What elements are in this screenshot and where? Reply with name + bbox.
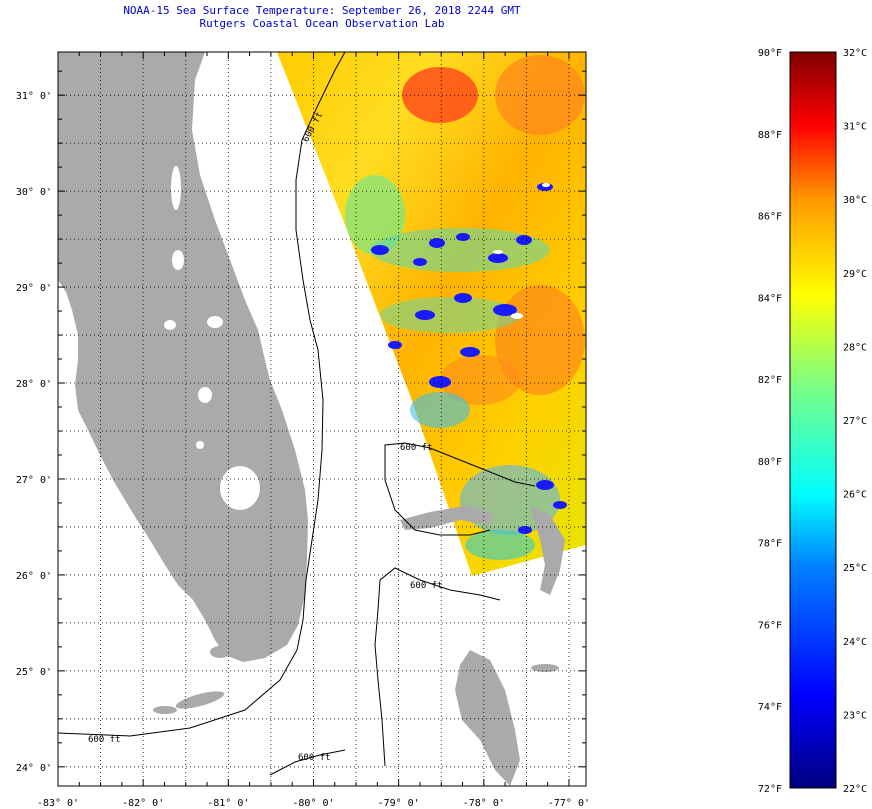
- fahrenheit-label: 76°F: [758, 620, 782, 631]
- longitude-labels: -83° 0' -82° 0' -81° 0' -80° 0' -79° 0' -78° …: [37, 798, 590, 809]
- axis-ticks: [57, 52, 586, 786]
- longitude-label: -83° 0': [37, 798, 79, 809]
- contour-label: 600 ft: [410, 581, 443, 591]
- latitude-label: 31° 0': [16, 91, 52, 102]
- celsius-label: 29°C: [843, 269, 867, 280]
- andros-land: [455, 650, 520, 786]
- cool-patch: [380, 297, 520, 333]
- celsius-label: 23°C: [843, 710, 867, 721]
- celsius-labels: 32°C 31°C 30°C 29°C 28°C 27°C 26°C 25°C 24°C 23°C…: [843, 48, 867, 795]
- latitude-label: 29° 0': [16, 283, 52, 294]
- celsius-label: 32°C: [843, 48, 867, 59]
- longitude-label: -78° 0': [463, 798, 505, 809]
- fahrenheit-label: 86°F: [758, 212, 782, 223]
- florida-keys: [153, 646, 230, 714]
- cool-patch: [410, 392, 470, 428]
- cool-patch: [345, 175, 405, 255]
- fahrenheit-label: 88°F: [758, 130, 782, 141]
- celsius-label: 28°C: [843, 342, 867, 353]
- longitude-label: -82° 0': [122, 798, 164, 809]
- celsius-label: 26°C: [843, 490, 867, 501]
- fahrenheit-label: 74°F: [758, 702, 782, 713]
- florida-lakes: [164, 166, 260, 510]
- warm-patch: [402, 67, 478, 123]
- warm-patch: [440, 355, 520, 405]
- 600ft-contours: [58, 52, 536, 776]
- contour-label: 600 ft: [88, 735, 121, 745]
- warm-patch: [495, 55, 585, 135]
- cool-patch: [465, 530, 535, 560]
- latitude-label: 25° 0': [16, 667, 52, 678]
- celsius-label: 27°C: [843, 416, 867, 427]
- fahrenheit-label: 90°F: [758, 48, 782, 59]
- abaco-land: [530, 505, 565, 595]
- latitude-label: 30° 0': [16, 187, 52, 198]
- fahrenheit-label: 82°F: [758, 375, 782, 386]
- celsius-label: 25°C: [843, 563, 867, 574]
- latitude-label: 27° 0': [16, 475, 52, 486]
- fahrenheit-label: 80°F: [758, 457, 782, 468]
- contour-label: 600 ft: [298, 753, 331, 763]
- title-line-1: NOAA-15 Sea Surface Temperature: Septemb…: [123, 4, 521, 17]
- latitude-label: 26° 0': [16, 571, 52, 582]
- fahrenheit-label: 78°F: [758, 539, 782, 550]
- map-frame: [57, 51, 587, 787]
- latitude-label: 28° 0': [16, 379, 52, 390]
- cloud-gaps: [493, 183, 550, 319]
- longitude-label: -79° 0': [378, 798, 420, 809]
- celsius-label: 24°C: [843, 637, 867, 648]
- celsius-label: 31°C: [843, 122, 867, 133]
- colorbar-ramp: [789, 51, 837, 789]
- contour-label: 600 ft: [400, 443, 433, 453]
- berry-islands: [531, 664, 559, 672]
- graticule: [58, 52, 586, 786]
- longitude-label: -80° 0': [292, 798, 334, 809]
- latitude-labels: 31° 0' 30° 0' 29° 0' 28° 0' 27° 0' 26° 0' 25° …: [16, 91, 52, 774]
- grand-bahama-land: [400, 505, 495, 530]
- longitude-label: -81° 0': [207, 798, 249, 809]
- celsius-label: 22°C: [843, 784, 867, 795]
- fahrenheit-labels: 90°F 88°F 86°F 84°F 82°F 80°F 78°F 76°F 74°F 72°F: [758, 48, 782, 795]
- celsius-label: 30°C: [843, 195, 867, 206]
- cloud-spots: [371, 183, 567, 534]
- fahrenheit-label: 84°F: [758, 293, 782, 304]
- title-line-2: Rutgers Coastal Ocean Observation Lab: [199, 17, 445, 30]
- longitude-label: -77° 0': [548, 798, 590, 809]
- fahrenheit-label: 72°F: [758, 784, 782, 795]
- latitude-label: 24° 0': [16, 763, 52, 774]
- map-title: NOAA-15 Sea Surface Temperature: Septemb…: [58, 4, 586, 30]
- florida-land: [58, 52, 308, 662]
